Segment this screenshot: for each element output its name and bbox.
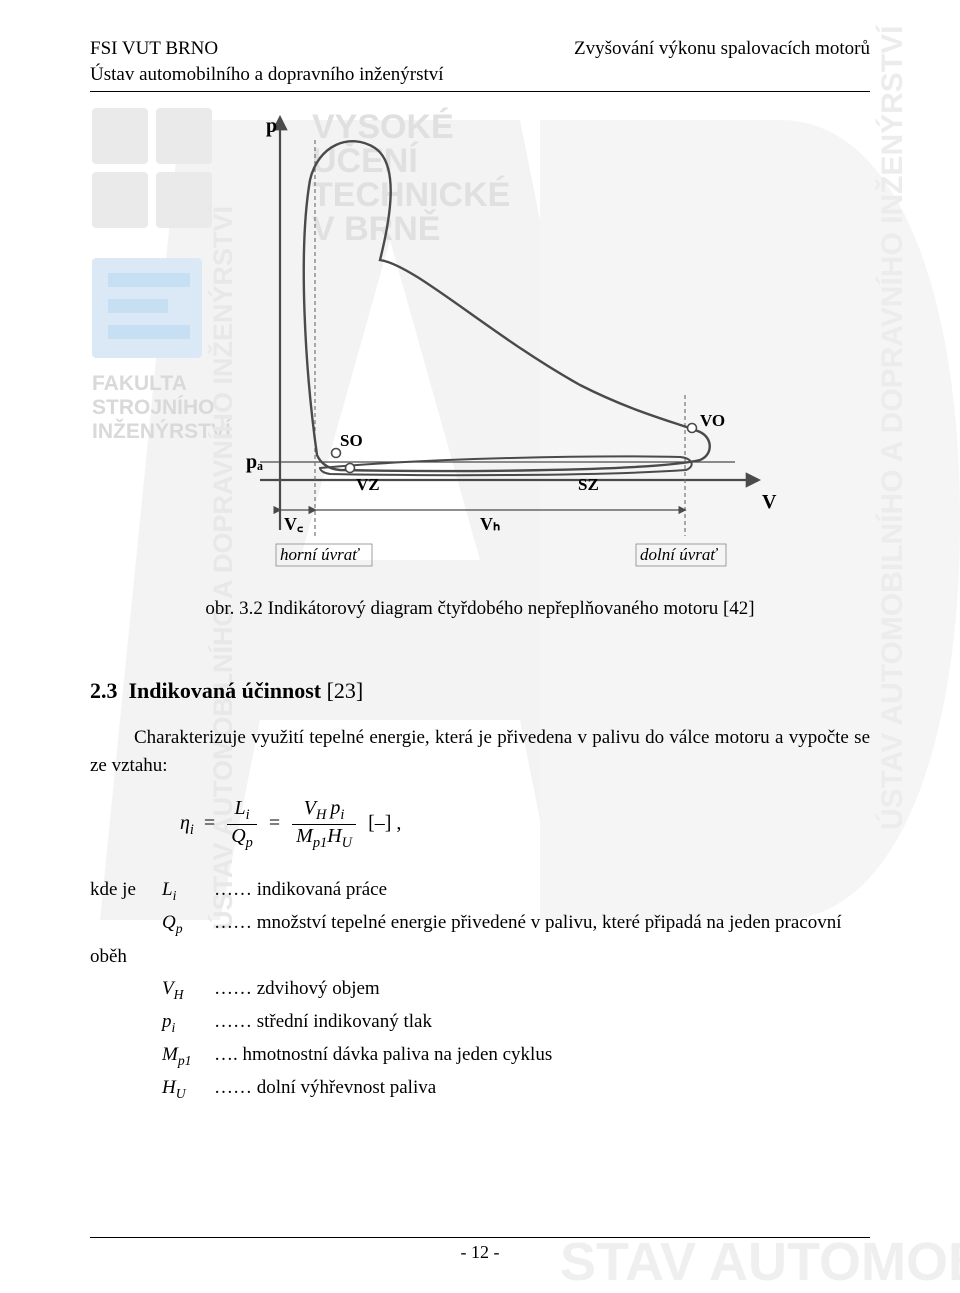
header-left-1: FSI VUT BRNO <box>90 36 444 62</box>
header-rule <box>90 91 870 92</box>
svg-text:VZ: VZ <box>356 475 380 494</box>
page-header: FSI VUT BRNO Ústav automobilního a dopra… <box>90 36 870 87</box>
def-desc: …… zdvihový objem <box>214 973 870 1006</box>
figure-caption: obr. 3.2 Indikátorový diagram čtyřdobého… <box>90 598 870 620</box>
section-heading: 2.3 Indikovaná účinnost [23] <box>90 678 870 704</box>
def-sym: HU <box>162 1072 214 1105</box>
header-left-2: Ústav automobilního a dopravního inženýr… <box>90 62 444 88</box>
def-hang: oběh <box>90 941 127 973</box>
def-sym: Li <box>162 874 214 907</box>
def-desc: …… střední indikovaný tlak <box>214 1006 870 1039</box>
defs-lead: kde je <box>90 874 162 907</box>
svg-text:pₐ: pₐ <box>246 451 263 473</box>
def-sym: Qp <box>162 907 214 940</box>
svg-text:V: V <box>762 491 777 513</box>
indicator-diagram: p V pₐ V꜀ Vₕ SO VZ SZ VO horní úvrať dol… <box>90 110 870 580</box>
svg-text:dolní úvrať: dolní úvrať <box>640 545 718 564</box>
svg-text:V꜀: V꜀ <box>284 514 303 534</box>
equation: ηi = Li Qp = VH pi Mp1HU [–] , <box>180 797 870 852</box>
svg-text:SZ: SZ <box>578 475 599 494</box>
definitions-list: kde je Li …… indikovaná práce Qp …… množ… <box>90 874 870 1105</box>
footer-rule <box>90 1237 870 1238</box>
def-desc: …… dolní výhřevnost paliva <box>214 1072 870 1105</box>
header-right-1: Zvyšování výkonu spalovacích motorů <box>574 36 870 62</box>
svg-text:VO: VO <box>700 411 725 430</box>
def-sym: Mp1 <box>162 1039 214 1072</box>
def-desc: …… indikovaná práce <box>214 874 870 907</box>
def-sym: VH <box>162 973 214 1006</box>
svg-text:Vₕ: Vₕ <box>480 514 500 534</box>
def-desc: …. hmotnostní dávka paliva na jeden cykl… <box>214 1039 870 1072</box>
page-number: - 12 - <box>461 1242 500 1262</box>
svg-text:p: p <box>266 115 277 137</box>
section-paragraph: Charakterizuje využití tepelné energie, … <box>90 724 870 779</box>
section-number: 2.3 <box>90 678 118 703</box>
section-ref: [23] <box>327 678 364 703</box>
page-footer: - 12 - <box>90 1237 870 1263</box>
svg-text:SO: SO <box>340 431 363 450</box>
section-title: Indikovaná účinnost <box>129 678 322 703</box>
svg-text:horní úvrať: horní úvrať <box>280 545 360 564</box>
def-sym: pi <box>162 1006 214 1039</box>
def-desc: …… množství tepelné energie přivedené v … <box>214 907 870 940</box>
